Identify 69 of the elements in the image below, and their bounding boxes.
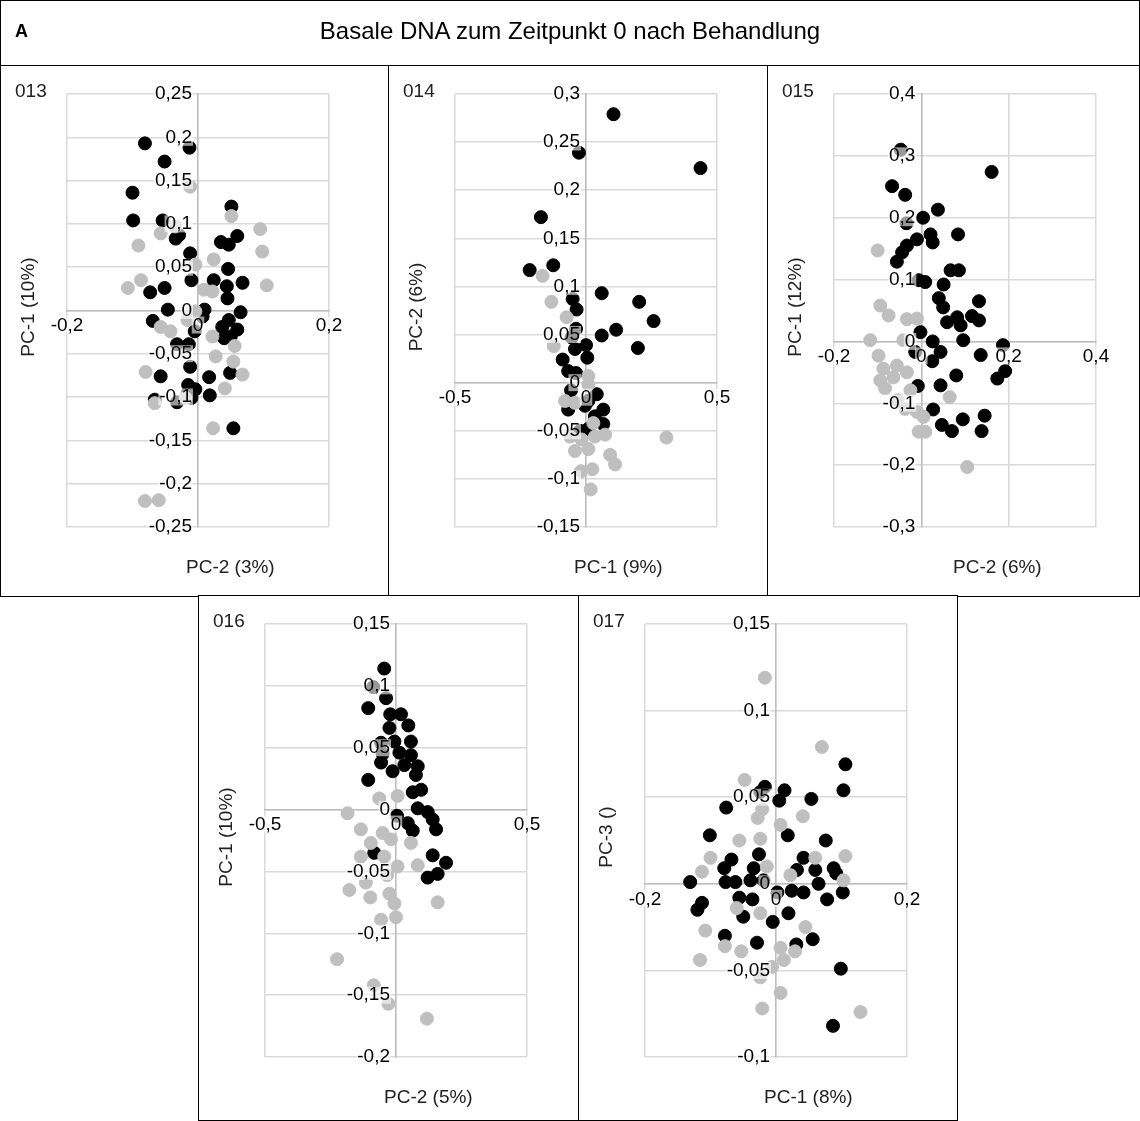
- y-tick-label: 0,15: [733, 612, 770, 634]
- y-tick-label: 0,15: [353, 612, 390, 634]
- y-axis-title: PC-1 (10%): [17, 256, 39, 359]
- y-tick-label: 0,4: [888, 82, 916, 104]
- x-tick-label: -0,5: [248, 813, 282, 835]
- y-tick-label: 0,1: [363, 674, 390, 696]
- y-tick-label: -0,25: [148, 515, 192, 537]
- y-tick-label: 0: [181, 298, 192, 320]
- y-tick-label: 0,25: [543, 130, 580, 152]
- y-tick-label: 0,1: [553, 274, 580, 296]
- y-tick-label: 0,05: [543, 322, 580, 344]
- x-tick-label: -0,2: [628, 887, 662, 909]
- chart-title: 015: [782, 80, 814, 102]
- y-tick-label: -0,1: [159, 385, 192, 407]
- chart-title: 017: [593, 610, 625, 632]
- y-tick-label: 0,3: [553, 82, 580, 104]
- x-axis-title: PC-2 (5%): [384, 1086, 473, 1108]
- y-tick-label: -0,1: [357, 921, 390, 943]
- x-tick-label: -0,5: [438, 386, 472, 408]
- y-tick-label: 0,1: [743, 698, 770, 720]
- y-tick-label: 0,25: [155, 82, 192, 104]
- x-tick-label: 0,2: [315, 314, 343, 336]
- y-tick-label: 0: [379, 797, 390, 819]
- x-tick-label: -0,2: [50, 314, 84, 336]
- y-tick-label: -0,05: [726, 958, 770, 980]
- y-tick-label: -0,15: [536, 515, 580, 537]
- x-tick-label: 0,5: [703, 386, 731, 408]
- chart-title: 014: [403, 80, 435, 102]
- y-tick-label: -0,3: [882, 515, 916, 537]
- y-tick-label: -0,2: [882, 453, 916, 475]
- y-tick-label: 0,1: [888, 267, 916, 289]
- text: A: [15, 21, 28, 42]
- x-axis-title: PC-2 (3%): [186, 556, 275, 578]
- y-axis-title: PC-2 (6%): [405, 261, 427, 354]
- y-tick-label: -0,05: [346, 859, 390, 881]
- y-tick-label: 0,05: [353, 735, 390, 757]
- chart-title: 016: [213, 610, 245, 632]
- y-tick-label: 0,3: [888, 144, 916, 166]
- x-axis-title: PC-1 (9%): [574, 556, 663, 578]
- x-axis-title: PC-2 (6%): [953, 556, 1042, 578]
- x-tick-label: 0,5: [513, 813, 541, 835]
- y-tick-label: 0,15: [155, 168, 192, 190]
- y-tick-label: -0,2: [357, 1045, 390, 1067]
- y-tick-label: -0,2: [159, 471, 192, 493]
- x-tick-label: 0,2: [995, 345, 1022, 367]
- text: Basale DNA zum Zeitpunkt 0 nach Behandlung: [319, 17, 821, 44]
- y-tick-label: 0,1: [165, 212, 192, 234]
- x-axis-title: PC-1 (8%): [764, 1086, 853, 1108]
- x-tick-label: 0,4: [1082, 345, 1110, 367]
- y-tick-label: -0,1: [547, 467, 580, 489]
- y-tick-label: -0,15: [148, 428, 192, 450]
- y-tick-label: 0,2: [553, 178, 580, 200]
- y-tick-label: 0,05: [155, 255, 192, 277]
- y-tick-label: -0,1: [737, 1045, 770, 1067]
- chart-title: 013: [15, 80, 47, 102]
- y-tick-label: 0: [569, 370, 580, 392]
- y-tick-label: 0,15: [543, 226, 580, 248]
- y-tick-label: -0,05: [148, 342, 192, 364]
- y-tick-label: -0,15: [346, 983, 390, 1005]
- y-axis-title: PC-1 (12%): [784, 256, 806, 359]
- y-tick-label: 0,2: [165, 125, 192, 147]
- y-tick-label: 0: [904, 329, 916, 351]
- y-tick-label: 0,2: [888, 205, 916, 227]
- y-axis-title: PC-3 (): [595, 805, 617, 870]
- y-tick-label: -0,05: [536, 419, 580, 441]
- y-tick-label: -0,1: [882, 391, 916, 413]
- x-tick-label: -0,2: [817, 345, 851, 367]
- y-tick-label: 0,05: [733, 785, 770, 807]
- y-axis-title: PC-1 (10%): [215, 786, 237, 889]
